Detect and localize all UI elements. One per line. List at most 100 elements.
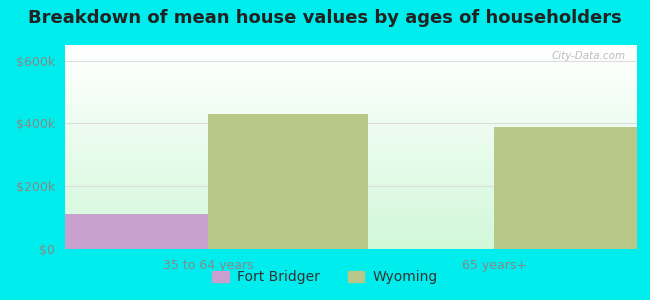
- Bar: [65, 191, 637, 192]
- Bar: [65, 94, 637, 95]
- Bar: [65, 245, 637, 246]
- Bar: [65, 146, 637, 147]
- Bar: [65, 230, 637, 231]
- Bar: [65, 237, 637, 238]
- Bar: [65, 47, 637, 48]
- Bar: [65, 78, 637, 79]
- Bar: [65, 71, 637, 73]
- Bar: [65, 126, 637, 127]
- Bar: [65, 183, 637, 184]
- Bar: [65, 221, 637, 223]
- Bar: [65, 135, 637, 136]
- Bar: [65, 155, 637, 156]
- Bar: [65, 62, 637, 63]
- Bar: [65, 242, 637, 243]
- Bar: [65, 233, 637, 234]
- Bar: [65, 193, 637, 194]
- Bar: [65, 113, 637, 114]
- Bar: [65, 99, 637, 100]
- Bar: [65, 195, 637, 196]
- Bar: [65, 50, 637, 51]
- Bar: [65, 95, 637, 96]
- Bar: [65, 150, 637, 151]
- Bar: [65, 246, 637, 247]
- Bar: [65, 228, 637, 229]
- Bar: [65, 110, 637, 111]
- Bar: [65, 102, 637, 103]
- Bar: [65, 243, 637, 244]
- Bar: [65, 57, 637, 58]
- Bar: [65, 103, 637, 104]
- Bar: [65, 87, 637, 88]
- Bar: [65, 162, 637, 163]
- Bar: [65, 149, 637, 150]
- Bar: [65, 161, 637, 162]
- Bar: [65, 248, 637, 249]
- Bar: [65, 224, 637, 226]
- Legend: Fort Bridger, Wyoming: Fort Bridger, Wyoming: [207, 265, 443, 290]
- Bar: [65, 142, 637, 143]
- Bar: [65, 133, 637, 134]
- Bar: [65, 144, 637, 145]
- Bar: [65, 119, 637, 121]
- Bar: [65, 49, 637, 50]
- Bar: [65, 232, 637, 233]
- Bar: [65, 151, 637, 152]
- Bar: [65, 164, 637, 165]
- Bar: [65, 198, 637, 199]
- Bar: [65, 181, 637, 182]
- Bar: [65, 168, 637, 169]
- Bar: [65, 231, 637, 232]
- Bar: [65, 196, 637, 197]
- Bar: [65, 61, 637, 62]
- Bar: [65, 100, 637, 101]
- Bar: [65, 127, 637, 128]
- Bar: [65, 208, 637, 209]
- Bar: [65, 189, 637, 190]
- Bar: [65, 129, 637, 130]
- Bar: [65, 132, 637, 133]
- Bar: [65, 207, 637, 208]
- Bar: [65, 137, 637, 138]
- Bar: [65, 101, 637, 102]
- Bar: [65, 52, 637, 53]
- Bar: [65, 104, 637, 105]
- Bar: [65, 58, 637, 59]
- Bar: [65, 147, 637, 148]
- Bar: [65, 244, 637, 245]
- Bar: [65, 154, 637, 155]
- Bar: [65, 192, 637, 193]
- Bar: [65, 209, 637, 210]
- Bar: [65, 117, 637, 119]
- Bar: [65, 153, 637, 154]
- Bar: [65, 83, 637, 84]
- Bar: [65, 163, 637, 164]
- Bar: [65, 236, 637, 237]
- Bar: [65, 158, 637, 159]
- Bar: [65, 45, 637, 46]
- Bar: [65, 124, 637, 126]
- Bar: [65, 107, 637, 108]
- Bar: [65, 63, 637, 64]
- Bar: [65, 92, 637, 93]
- Bar: [65, 55, 637, 56]
- Bar: [65, 128, 637, 129]
- Bar: [65, 176, 637, 177]
- Bar: [65, 90, 637, 91]
- Bar: [65, 66, 637, 68]
- Bar: [65, 109, 637, 110]
- Bar: [65, 197, 637, 198]
- Bar: [65, 118, 637, 119]
- Bar: [65, 85, 637, 86]
- Bar: [65, 170, 637, 172]
- Bar: [65, 240, 637, 241]
- Bar: [65, 79, 637, 80]
- Bar: [65, 238, 637, 239]
- Bar: [65, 188, 637, 189]
- Bar: [65, 160, 637, 161]
- Bar: [65, 213, 637, 214]
- Bar: [65, 46, 637, 47]
- Text: Breakdown of mean house values by ages of householders: Breakdown of mean house values by ages o…: [28, 9, 622, 27]
- Bar: [65, 136, 637, 137]
- Bar: [65, 201, 637, 202]
